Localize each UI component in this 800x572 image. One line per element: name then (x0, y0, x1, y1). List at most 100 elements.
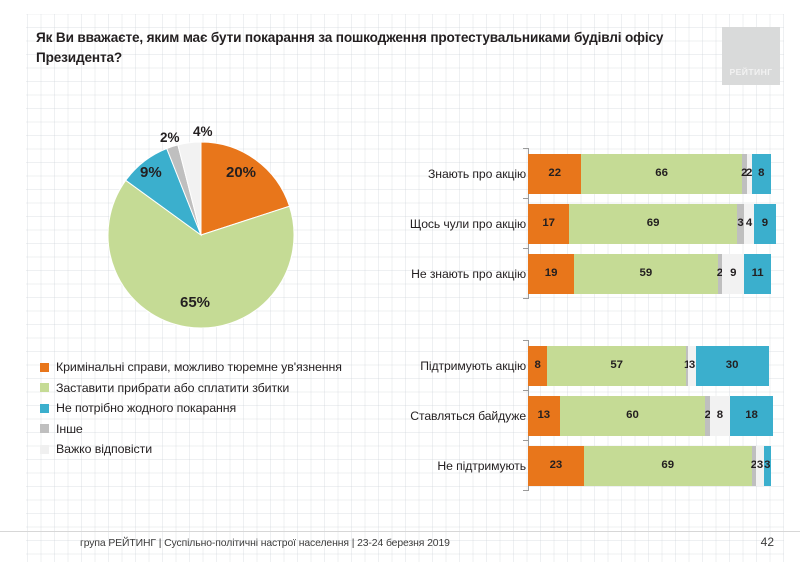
bar-segment-value: 3 (756, 459, 764, 472)
logo-label: РЕЙТИНГ (729, 67, 773, 77)
bar-track: 17 69 3 4 9 (528, 204, 776, 244)
bar-segment: 18 (729, 396, 774, 436)
margin-left (0, 0, 26, 572)
axis-tick (523, 298, 529, 299)
bar-segment: 69 (569, 204, 737, 244)
bar-track: 13 60 2 8 18 (528, 396, 774, 436)
bar-segment: 59 (574, 254, 718, 294)
bar-segment-value: 4 (745, 217, 753, 230)
legend-item: Кримінальні справи, можливо тюремне ув'я… (40, 357, 342, 378)
bar-segment: 3 (688, 346, 696, 386)
axis-tick (523, 440, 529, 441)
bar-segment-value: 17 (542, 217, 555, 230)
legend-item: Не потрібно жодного покарання (40, 398, 342, 419)
bar-segment-value: 23 (549, 459, 563, 472)
legend-swatch-icon (40, 444, 49, 454)
bar-segment-value: 59 (639, 267, 653, 280)
stacked-bar-chart: Знають про акцію 22 66 2 2 8 Щось чули про акц… (404, 146, 782, 492)
legend-swatch-icon (40, 383, 49, 393)
axis-tick (523, 148, 529, 149)
bar-segment-value: 11 (751, 267, 764, 280)
bar-segment: 69 (583, 446, 752, 486)
axis-tick (523, 490, 529, 491)
bar-row: Підтримують акцію 8 57 1 3 30 (404, 346, 782, 386)
bar-segment: 30 (695, 346, 769, 386)
bar-segment: 2 (750, 446, 758, 486)
bar-segment: 3 (763, 446, 771, 486)
legend-item-label: Інше (56, 421, 83, 436)
bar-segment: 8 (710, 396, 730, 436)
bar-segment-value: 57 (610, 359, 624, 372)
bar-segment: 2 (745, 154, 753, 194)
axis-tick (523, 248, 529, 249)
bar-track: 23 69 2 3 3 (528, 446, 771, 486)
bar-segment-value: 8 (534, 359, 541, 372)
legend-item: Заставити прибрати або сплатити збитки (40, 378, 342, 399)
bar-track: 8 57 1 3 30 (528, 346, 769, 386)
bar-segment: 11 (744, 254, 771, 294)
bar-chart-axis (523, 146, 529, 492)
bar-row: Не знають про акцію 19 59 2 9 11 (404, 254, 782, 294)
footer-source: група РЕЙТИНГ | Суспільно-політичні наст… (80, 538, 450, 549)
legend-item-label: Кримінальні справи, можливо тюремне ув'я… (56, 360, 342, 375)
legend-item: Важко відповісти (40, 439, 342, 460)
pie-legend: Кримінальні справи, можливо тюремне ув'я… (40, 357, 342, 460)
bar-row-label: Не знають про акцію (411, 267, 526, 281)
pie-slice (177, 142, 202, 236)
bar-segment-value: 30 (725, 359, 739, 372)
bar-segment: 8 (528, 346, 548, 386)
bar-segment: 19 (528, 254, 575, 294)
bar-segment: 8 (751, 154, 771, 194)
bar-segment-value: 2 (745, 167, 753, 180)
bar-segment: 13 (528, 396, 560, 436)
bar-segment-value: 2 (704, 409, 711, 422)
legend-item: Інше (40, 419, 342, 440)
pie-slice-value: 4% (193, 124, 213, 139)
bar-segment-value: 19 (544, 267, 558, 280)
legend-swatch-icon (40, 362, 49, 372)
legend-item-label: Не потрібно жодного покарання (56, 401, 237, 416)
bar-segment-value: 66 (655, 167, 668, 180)
margin-top (0, 0, 800, 14)
margin-right (784, 0, 800, 572)
bar-segment-value: 69 (646, 217, 660, 230)
bar-segment-value: 9 (761, 217, 769, 230)
axis-tick (523, 198, 529, 199)
bar-segment: 2 (704, 396, 711, 436)
bar-segment-value: 2 (716, 267, 724, 280)
pie-slice-value: 20% (226, 164, 257, 181)
bar-segment-value: 13 (537, 409, 551, 422)
footer-divider (0, 531, 800, 532)
axis-tick (523, 340, 529, 341)
margin-bottom (0, 562, 800, 572)
bar-segment-value: 2 (750, 459, 758, 472)
pie-slice-value: 2% (160, 130, 180, 145)
bar-segment: 2 (716, 254, 724, 294)
bar-segment: 3 (756, 446, 764, 486)
legend-swatch-icon (40, 424, 49, 434)
bar-track: 22 66 2 2 8 (528, 154, 771, 194)
bar-track: 19 59 2 9 11 (528, 254, 771, 294)
bar-row-label: Підтримують акцію (420, 359, 526, 373)
pie-slice (108, 179, 294, 328)
bar-row: Ставляться байдуже 13 60 2 8 18 (404, 396, 782, 436)
pie-slice-value: 65% (180, 294, 211, 311)
bar-segment-value: 8 (716, 409, 724, 422)
bar-segment-value: 22 (548, 167, 562, 180)
bar-segment-value: 60 (626, 409, 639, 422)
bar-row-label: Не підтримують (437, 459, 526, 473)
bar-segment: 23 (528, 446, 584, 486)
bar-row-label: Щось чули про акцію (409, 217, 526, 231)
pie-chart-svg (108, 142, 294, 328)
bar-segment-value: 9 (730, 267, 737, 280)
bar-segment: 1 (683, 346, 691, 386)
page-number: 42 (760, 535, 774, 549)
bar-row: Не підтримують 23 69 2 3 3 (404, 446, 782, 486)
bar-segment-value: 1 (683, 359, 691, 372)
legend-swatch-icon (40, 403, 49, 413)
bar-segment: 60 (559, 396, 706, 436)
pie-slice-value: 9% (140, 164, 162, 181)
bar-segment: 66 (581, 154, 742, 194)
pie-slice (200, 142, 291, 236)
bar-segment-value: 8 (758, 167, 765, 180)
